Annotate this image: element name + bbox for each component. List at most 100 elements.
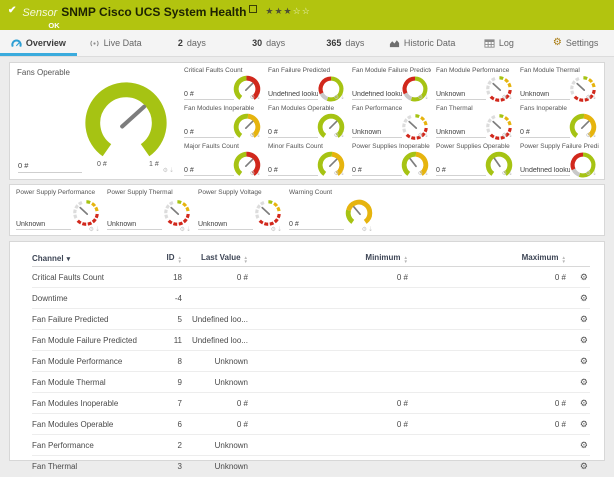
cell-channel: Fan Modules Operable xyxy=(32,419,114,429)
gauge-tile-power-supply-thermal[interactable]: Power Supply Thermal Unknown ⚙⇣ xyxy=(104,187,195,235)
gauge-tile-power-supply-voltage[interactable]: Power Supply Voltage Unknown ⚙⇣ xyxy=(195,187,286,235)
column-header-id[interactable]: ID ▲ ▼ xyxy=(166,253,182,264)
gear-icon[interactable]: ⚙ xyxy=(585,133,592,139)
sort-icon[interactable]: ▲ ▼ xyxy=(561,255,566,264)
table-row-fan-thermal: Fan Thermal 3 Unknown ⚙ xyxy=(32,456,590,477)
pin-icon[interactable]: ⇣ xyxy=(507,95,514,101)
pin-icon[interactable]: ⇣ xyxy=(94,227,101,233)
tab-live-data[interactable]: Live Data xyxy=(77,30,154,56)
gear-icon[interactable]: ⚙ xyxy=(501,133,508,139)
gear-icon[interactable]: ⚙ xyxy=(333,95,340,101)
gear-icon[interactable]: ⚙ xyxy=(249,95,256,101)
gear-icon[interactable]: ⚙ xyxy=(333,171,340,177)
ring-gauge-icon xyxy=(568,150,598,179)
column-header-maximum[interactable]: Maximum ▲ ▼ xyxy=(521,253,566,264)
tab-settings[interactable]: ⚙ Settings xyxy=(537,30,614,56)
pin-icon[interactable]: ⇣ xyxy=(507,171,514,177)
column-header-minimum[interactable]: Minimum ▲ ▼ xyxy=(365,253,408,264)
gauge-tile-fan-thermal[interactable]: Fan Thermal Unknown ⚙⇣ xyxy=(433,103,517,141)
gear-icon[interactable]: ⚙ xyxy=(249,171,256,177)
column-header-channel[interactable]: Channel ▾ xyxy=(32,253,71,263)
gauge-tile-warning-count[interactable]: Warning Count 0 # ⚙⇣ xyxy=(286,187,377,235)
channel-settings-gear-icon[interactable]: ⚙ xyxy=(579,292,588,303)
gear-icon[interactable]: ⚙ xyxy=(270,227,277,233)
gauge-tile-fans-operable[interactable]: Fans Operable 0 # 1 # 0 # ⚙⇣ xyxy=(13,65,181,179)
gauge-tile-fan-performance[interactable]: Fan Performance Unknown ⚙⇣ xyxy=(349,103,433,141)
channel-settings-gear-icon[interactable]: ⚙ xyxy=(579,271,588,282)
channel-settings-gear-icon[interactable]: ⚙ xyxy=(579,376,588,387)
gear-icon[interactable]: ⚙ xyxy=(249,133,256,139)
tab-overview[interactable]: Overview xyxy=(0,30,77,56)
gauge-tile-fan-module-performance[interactable]: Fan Module Performance Unknown ⚙⇣ xyxy=(433,65,517,103)
gauge-tile-fan-modules-operable[interactable]: Fan Modules Operable 0 # ⚙⇣ xyxy=(265,103,349,141)
gauge-tools: ⚙⇣ xyxy=(180,227,192,233)
gauge-value: Undefined lookup v xyxy=(520,167,571,176)
gauge-title: Power Supply Thermal xyxy=(107,189,173,196)
channel-settings-gear-icon[interactable]: ⚙ xyxy=(579,313,588,324)
pin-icon[interactable]: ⇣ xyxy=(423,95,430,101)
cell-channel: Critical Faults Count xyxy=(32,272,105,282)
pin-icon[interactable]: ⇣ xyxy=(255,95,262,101)
pin-icon[interactable]: ⇣ xyxy=(591,171,598,177)
tab-365-days[interactable]: 365 days xyxy=(307,30,384,56)
priority-stars[interactable]: ★★★☆☆ xyxy=(265,6,310,16)
gauge-tile-fan-module-failure-predicted[interactable]: Fan Module Failure Predicted Undefined lo… xyxy=(349,65,433,103)
gear-icon[interactable]: ⚙ xyxy=(88,227,95,233)
pin-icon[interactable]: ⇣ xyxy=(339,171,346,177)
sort-icon[interactable]: ▲ ▼ xyxy=(243,255,248,264)
channel-settings-gear-icon[interactable]: ⚙ xyxy=(579,460,588,471)
gear-icon[interactable]: ⚙ xyxy=(417,133,424,139)
channel-settings-gear-icon[interactable]: ⚙ xyxy=(579,334,588,345)
tab-log[interactable]: Log xyxy=(461,30,538,56)
gear-icon[interactable]: ⚙ xyxy=(501,171,508,177)
pin-icon[interactable]: ⇣ xyxy=(507,133,514,139)
gear-icon[interactable]: ⚙ xyxy=(585,95,592,101)
tab-30-days[interactable]: 30 days xyxy=(230,30,307,56)
pin-icon[interactable]: ⇣ xyxy=(185,227,192,233)
gear-icon[interactable]: ⚙ xyxy=(179,227,186,233)
gear-icon[interactable]: ⚙ xyxy=(585,171,592,177)
pin-icon[interactable]: ⇣ xyxy=(423,133,430,139)
gear-icon[interactable]: ⚙ xyxy=(162,168,169,174)
pin-icon[interactable]: ⇣ xyxy=(339,95,346,101)
pin-icon[interactable]: ⇣ xyxy=(255,171,262,177)
gear-icon[interactable]: ⚙ xyxy=(417,95,424,101)
gauge-tile-fan-failure-predicted[interactable]: Fan Failure Predicted Undefined lookup v ⚙… xyxy=(265,65,349,103)
pin-icon[interactable]: ⇣ xyxy=(591,133,598,139)
gauge-tile-power-supply-failure-predicted[interactable]: Power Supply Failure Predicted Undefined … xyxy=(517,141,601,179)
gauge-tile-power-supplies-inoperable[interactable]: Power Supplies Inoperable 0 # ⚙⇣ xyxy=(349,141,433,179)
channel-settings-gear-icon[interactable]: ⚙ xyxy=(579,418,588,429)
gauge-tile-minor-faults-count[interactable]: Minor Faults Count 0 # ⚙⇣ xyxy=(265,141,349,179)
channel-settings-gear-icon[interactable]: ⚙ xyxy=(579,355,588,366)
gear-icon[interactable]: ⚙ xyxy=(501,95,508,101)
gauge-value: Unknown xyxy=(436,91,487,100)
sort-icon[interactable]: ▲ ▼ xyxy=(403,255,408,264)
pin-icon[interactable]: ⇣ xyxy=(591,95,598,101)
pin-icon[interactable]: ⇣ xyxy=(168,168,175,174)
gauge-tile-fan-module-thermal[interactable]: Fan Module Thermal Unknown ⚙⇣ xyxy=(517,65,601,103)
tab-2-days[interactable]: 2 days xyxy=(154,30,231,56)
pin-icon[interactable]: ⇣ xyxy=(339,133,346,139)
pin-icon[interactable]: ⇣ xyxy=(423,171,430,177)
channel-settings-gear-icon[interactable]: ⚙ xyxy=(579,397,588,408)
sort-active-icon[interactable]: ▾ xyxy=(66,255,71,263)
gear-icon[interactable]: ⚙ xyxy=(361,227,368,233)
pin-icon[interactable]: ⇣ xyxy=(367,227,374,233)
gauge-tile-power-supplies-operable[interactable]: Power Supplies Operable 0 # ⚙⇣ xyxy=(433,141,517,179)
pin-icon[interactable]: ⇣ xyxy=(255,133,262,139)
gauge-value: 0 # xyxy=(520,129,571,138)
gauge-tile-power-supply-performance[interactable]: Power Supply Performance Unknown ⚙⇣ xyxy=(13,187,104,235)
gauge-tile-fan-modules-inoperable[interactable]: Fan Modules Inoperable 0 # ⚙⇣ xyxy=(181,103,265,141)
gear-icon[interactable]: ⚙ xyxy=(333,133,340,139)
channel-settings-gear-icon[interactable]: ⚙ xyxy=(579,439,588,450)
pin-icon[interactable]: ⇣ xyxy=(276,227,283,233)
cell-channel: Fan Modules Inoperable xyxy=(32,398,119,408)
table-row-critical-faults-count: Critical Faults Count 18 0 # 0 # 0 # ⚙ xyxy=(32,267,590,288)
gauge-tile-major-faults-count[interactable]: Major Faults Count 0 # ⚙⇣ xyxy=(181,141,265,179)
gauge-tile-critical-faults-count[interactable]: Critical Faults Count 0 # ⚙⇣ xyxy=(181,65,265,103)
column-header-last-value[interactable]: Last Value ▲ ▼ xyxy=(200,253,248,264)
gauge-tile-fans-inoperable[interactable]: Fans Inoperable 0 # ⚙⇣ xyxy=(517,103,601,141)
tab-historic-data[interactable]: Historic Data xyxy=(384,30,461,56)
sort-icon[interactable]: ▲ ▼ xyxy=(177,255,182,264)
gear-icon[interactable]: ⚙ xyxy=(417,171,424,177)
